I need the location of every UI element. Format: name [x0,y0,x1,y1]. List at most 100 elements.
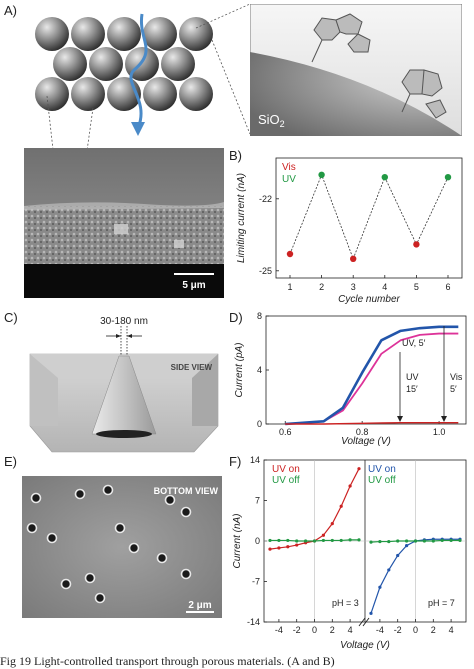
chart-f-left-xtick: 0 [312,625,317,635]
pore [30,492,42,504]
panel-label-e: E) [4,454,17,469]
chart-d-series-line [285,332,459,425]
chart-f-right-point [405,544,409,548]
chart-f-right-xtick: -4 [376,625,384,635]
chart-f-left-legend-uv-off: UV off [272,475,300,486]
sphere [53,47,87,81]
pore [94,592,106,604]
chart-f-left-point [330,538,334,543]
chart-d-annotation-uv5: UV, 5′ [402,338,426,348]
pore [26,522,38,534]
chart-f-left-point [286,538,290,543]
molecule-bottom [401,69,447,119]
chart-b-xlabel: Cycle number [338,294,400,305]
sem-cross-section-image: 5 μm [24,148,224,298]
panel-label-f: F) [229,454,242,469]
chart-f-left-xtick: 4 [348,625,353,635]
chart-f-left-point [348,484,352,488]
chart-b-point [318,171,325,178]
chart-f-left-point [268,547,272,551]
chart-f-left-point [277,538,281,543]
sphere [179,77,213,111]
sphere [35,77,69,111]
chart-f-left-xtick: -2 [293,625,301,635]
chart-f-right-xtick: 0 [413,625,418,635]
chart-f-right-point [449,538,453,543]
chart-f-right-legend-uv-on: UV on [368,464,396,475]
chart-d-annotation-5: 5′ [450,384,457,394]
chart-b-point [413,241,420,248]
chart-f-ytick: 7 [255,496,260,506]
chart-d-annotations: UV, 5′ UV 15′ Vis 5′ [397,326,463,422]
chart-f-right-point [396,553,400,558]
scale-bar-e: 2 μm [188,600,211,611]
pore [180,506,192,518]
chart-f-ylabel: Current (nA) [232,513,243,568]
chart-d-ytick: 4 [257,365,262,375]
chart-f-right-point [458,538,462,543]
panel-label-c: C) [4,310,18,325]
chart-f-right-point [413,539,418,543]
chart-b-legend-vis: Vis [282,162,296,173]
chart-f-right-point [440,538,444,543]
chart-f-ytick: -7 [252,577,260,587]
chart-b-point [444,174,452,181]
chart-b-legend-uv: UV [282,174,296,185]
chart-b-point [350,255,357,262]
chart-f-right-xtick: -2 [394,625,402,635]
chart-f-right-point [431,539,435,543]
axis-break-icon [358,617,370,627]
chart-f-xlabel: Voltage (V) [340,640,390,651]
sphere [179,17,213,51]
chart-d-annotation-uv: UV [406,372,419,382]
chart-d-frame [265,315,467,425]
chart-f-right-point [378,585,382,589]
pore [180,568,192,580]
flow-arrowhead [131,122,145,136]
sphere [161,47,195,81]
figure-caption: Fig 19 Light-controlled transport throug… [0,654,335,668]
chart-b-ytick: -25 [259,266,272,276]
pore-size-label: 30-180 nm [100,316,148,327]
chart-d-xtick: 0.6 [279,427,292,437]
chart-f-left-point [330,522,334,526]
chart-d-series-line [285,325,459,426]
chart-f-left-point [268,538,272,543]
chart-b-point [381,174,388,181]
scale-bar-a: 5 μm [182,280,205,291]
chart-f-ytick: 14 [250,456,260,465]
chart-f-right-point [422,539,426,543]
sphere [143,77,177,111]
chart-d-ylabel: Current (pA) [234,342,245,397]
pore [128,542,140,554]
chart-b-xtick: 6 [445,282,450,292]
chart-b-connector-line [289,173,449,260]
chart-f-right-point [369,611,373,615]
chart-f-left-point [295,539,299,543]
chart-b-xtick: 1 [287,282,292,292]
chart-b-point [286,250,294,258]
chart-f-right-point [369,540,373,544]
chart-f-left-point [277,546,281,550]
panel-label-b: B) [229,148,242,163]
sphere [143,17,177,51]
chart-f-right-point [378,539,382,544]
chart-f-ph-left: pH = 3 [332,598,359,608]
chart-b-ytick: -22 [259,194,272,204]
chart-f-right-point [387,539,391,544]
sio2-subscript: 2 [280,119,285,129]
chart-b-xtick: 3 [351,282,356,292]
chart-f-left-xtick: -4 [275,625,283,635]
chart-b-xtick: 4 [382,282,387,292]
pore [84,572,96,584]
chart-f-left-point [339,538,343,543]
chart-f-right-point [396,539,400,543]
pore [102,484,114,496]
pore [156,552,168,564]
chart-f-left-point [357,467,361,471]
chart-f-right-point [387,568,391,572]
chart-d-xtick: 1.0 [433,427,446,437]
panel-label-a: A) [4,3,17,18]
chart-f-right-xtick: 4 [449,625,454,635]
chart-b-xtick: 2 [319,282,324,292]
